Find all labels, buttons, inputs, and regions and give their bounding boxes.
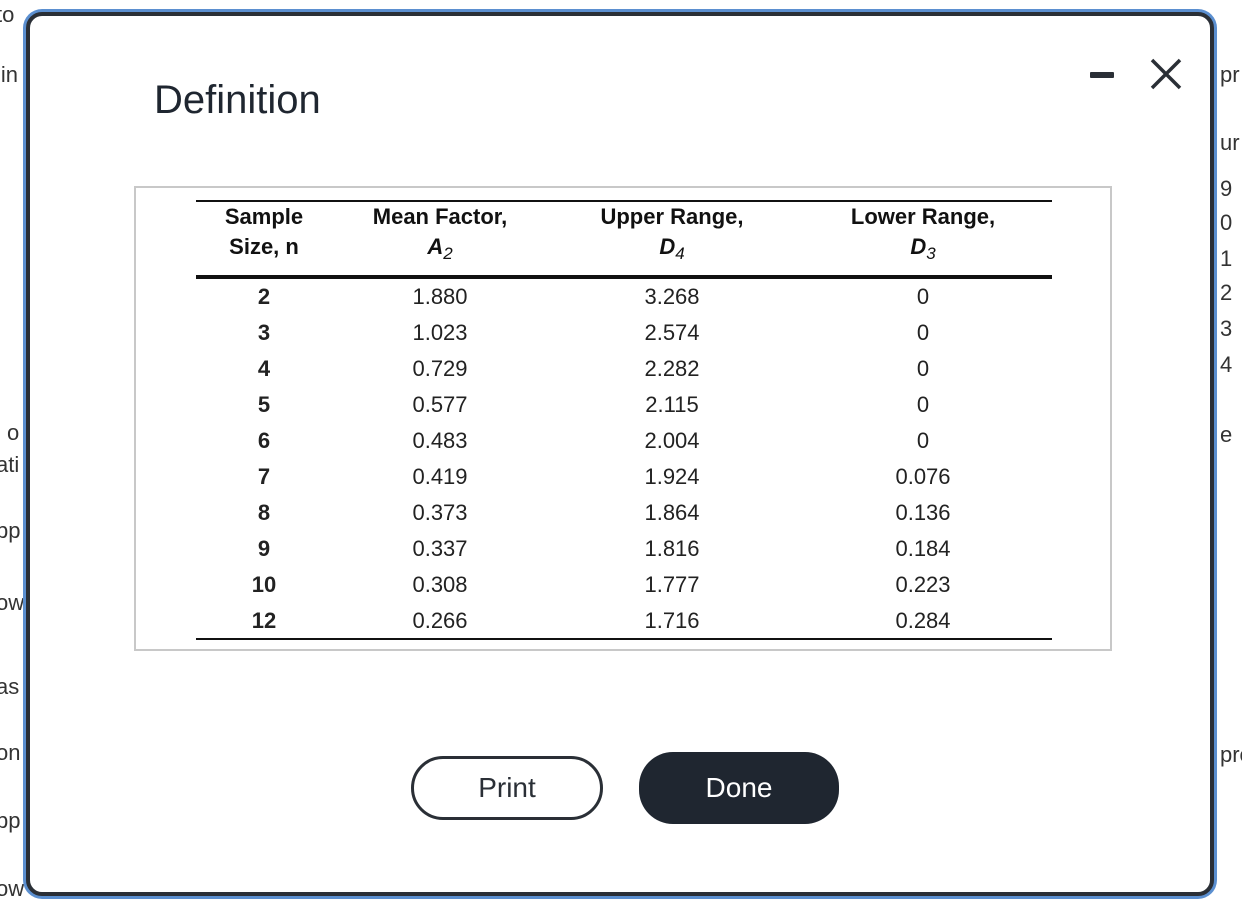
factor-value: 0.419: [412, 464, 468, 489]
background-text: 2: [1220, 280, 1233, 305]
background-text: ow: [0, 876, 25, 901]
sample-size: 12: [251, 608, 277, 633]
definition-dialog: Definition Sample Size, n Mean Factor, A2 U…: [26, 12, 1214, 896]
minimize-button[interactable]: [1090, 72, 1114, 78]
background-text: 4: [1220, 352, 1233, 377]
close-button[interactable]: [1148, 56, 1184, 92]
factor-value: 0: [916, 320, 930, 345]
column-header: Upper Range, D4: [600, 202, 743, 269]
factor-value: 2.282: [644, 356, 700, 381]
factor-value: 1.880: [412, 284, 468, 309]
factor-value: 1.816: [644, 536, 700, 561]
factor-value: 0.577: [412, 392, 468, 417]
factor-value: 0: [916, 428, 930, 453]
factor-value: 0.308: [412, 572, 468, 597]
sample-size: 4: [257, 356, 271, 381]
header-subscript: 3: [926, 244, 936, 263]
header-subscript: 4: [675, 244, 685, 263]
background-text: as: [0, 674, 20, 699]
background-text: pr: [1220, 62, 1240, 87]
sample-size: 2: [257, 284, 271, 309]
factor-value: 0.483: [412, 428, 468, 453]
background-text: lin: [0, 62, 19, 87]
sample-size: 9: [257, 536, 271, 561]
header-symbol: A2: [427, 234, 453, 263]
factor-value: 2.004: [644, 428, 700, 453]
factor-value: 0.076: [895, 464, 951, 489]
factor-table: Sample Size, n Mean Factor, A2 Upper Range,…: [134, 186, 1112, 651]
background-text: ati: [0, 452, 20, 477]
sample-size: 3: [257, 320, 271, 345]
table-rule: [196, 638, 1052, 640]
background-text: ur: [1220, 130, 1240, 155]
background-text: 3: [1220, 316, 1233, 341]
column-header: Sample Size, n: [214, 202, 314, 262]
sample-size: 6: [257, 428, 271, 453]
header-label: Upper Range,: [600, 204, 744, 229]
factor-value: 0.223: [895, 572, 951, 597]
factor-value: 0.373: [412, 500, 468, 525]
table-rule: [196, 275, 1052, 279]
factor-value: 0.284: [895, 608, 951, 633]
factor-value: 1.716: [644, 608, 700, 633]
factor-value: 1.777: [644, 572, 700, 597]
dialog-title: Definition: [154, 78, 321, 122]
header-subscript: 2: [443, 244, 453, 263]
factor-value: 0.266: [412, 608, 468, 633]
background-text: e: [1220, 422, 1233, 447]
factor-value: 1.023: [412, 320, 468, 345]
header-symbol: D3: [910, 234, 936, 263]
background-text: to: [0, 2, 15, 27]
header-symbol: D4: [659, 234, 685, 263]
background-text: 1: [1220, 246, 1233, 271]
column-header: Mean Factor, A2: [373, 202, 507, 269]
done-button[interactable]: Done: [639, 752, 839, 824]
header-label: Lower Range,: [850, 204, 996, 229]
factor-value: 0.729: [412, 356, 468, 381]
factor-value: 3.268: [644, 284, 700, 309]
factor-value: 0.136: [895, 500, 951, 525]
factor-value: 0: [916, 284, 930, 309]
factor-value: 0: [916, 356, 930, 381]
factor-value: 2.115: [645, 392, 699, 417]
sample-size: 5: [257, 392, 271, 417]
print-button[interactable]: Print: [411, 756, 603, 820]
sample-size: 8: [257, 500, 271, 525]
factor-value: 2.574: [644, 320, 700, 345]
sample-size: 7: [257, 464, 271, 489]
background-text: pp: [0, 518, 21, 543]
factor-value: 0: [916, 392, 930, 417]
header-label: Mean Factor,: [372, 204, 508, 229]
background-text: 9: [1220, 176, 1233, 201]
background-text: l o: [0, 420, 20, 445]
factor-value: 1.864: [644, 500, 700, 525]
factor-value: 1.924: [644, 464, 700, 489]
background-text: pro: [1220, 742, 1242, 767]
header-label: Sample Size, n: [224, 204, 304, 259]
background-text: ow: [0, 590, 25, 615]
factor-value: 0.184: [895, 536, 951, 561]
sample-size: 10: [251, 572, 277, 597]
background-text: 0: [1220, 210, 1233, 235]
background-text: pp: [0, 808, 21, 833]
background-text: on: [0, 740, 21, 765]
table-rule: [196, 200, 1052, 202]
column-header: Lower Range, D3: [851, 202, 995, 269]
factor-value: 0.337: [412, 536, 468, 561]
